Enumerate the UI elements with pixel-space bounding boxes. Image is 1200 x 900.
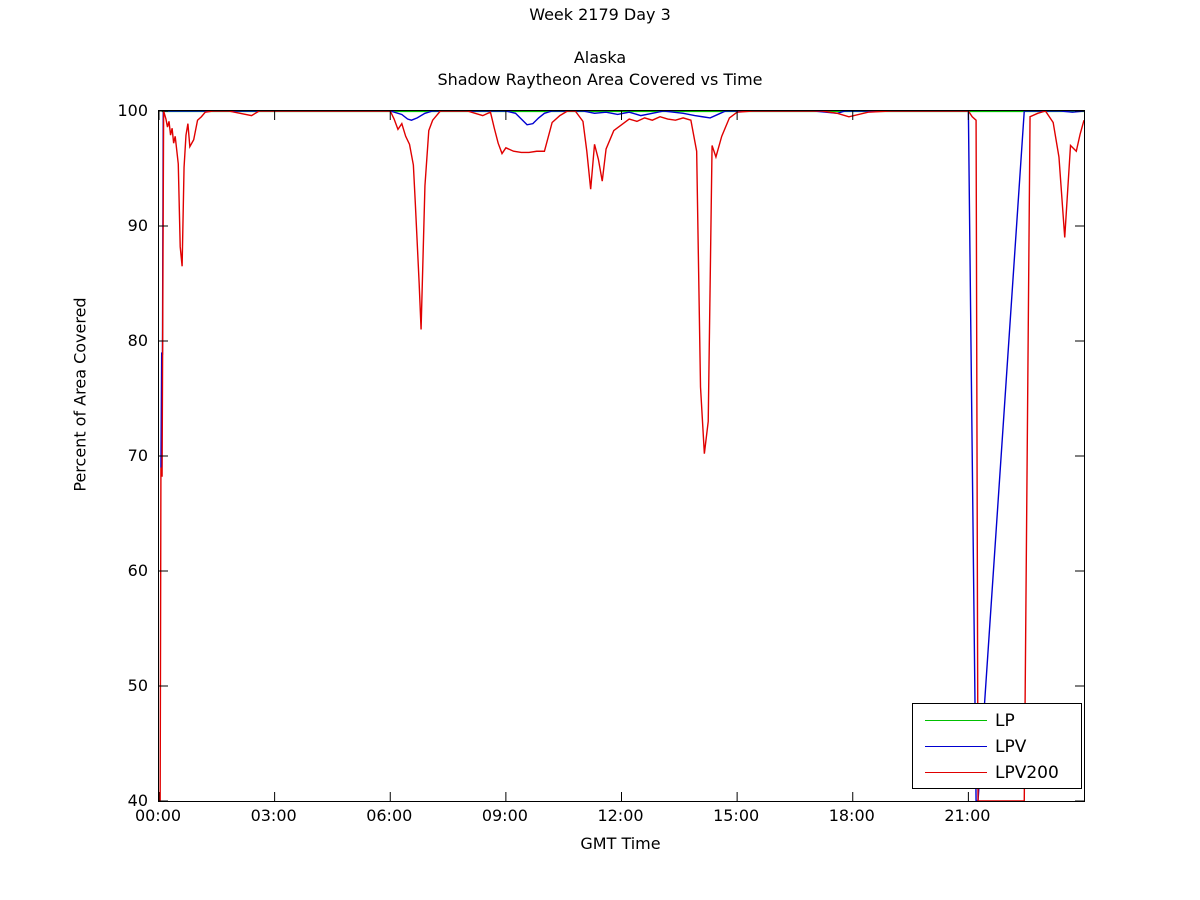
legend-item-lpv200[interactable]: LPV200 [913, 760, 1083, 786]
y-tick-label: 60 [127, 561, 148, 580]
x-tick-label: 18:00 [828, 806, 875, 825]
y-tick-label: 40 [127, 791, 148, 810]
legend-swatch-lp [925, 720, 987, 721]
x-tick-label: 00:00 [134, 806, 182, 825]
x-tick-label: 15:00 [713, 806, 760, 825]
y-tick-label: 70 [127, 446, 148, 465]
y-tick-label: 100 [117, 101, 148, 120]
x-tick-label: 21:00 [944, 806, 991, 825]
series-line-lpv [160, 111, 1084, 801]
x-tick-label: 09:00 [481, 806, 528, 825]
chart-title: Alaska Shadow Raytheon Area Covered vs T… [0, 47, 1200, 91]
y-tick-label: 90 [127, 216, 148, 235]
chart-title-line2: Shadow Raytheon Area Covered vs Time [437, 70, 763, 89]
x-tick-label: 12:00 [597, 806, 644, 825]
x-axis-ticks: 00:00 03:00 06:00 09:00 12:00 15:00 18:00 21:00 [135, 806, 1083, 830]
x-tick-label: 03:00 [250, 806, 297, 825]
legend-label: LPV200 [995, 763, 1059, 783]
tick-marks [159, 111, 1084, 801]
legend-swatch-lpv200 [925, 772, 987, 773]
legend-label: LPV [995, 737, 1027, 757]
y-axis-ticks: 100 90 80 70 60 50 40 [100, 101, 148, 810]
super-title: Week 2179 Day 3 [529, 5, 671, 24]
y-tick-label: 50 [127, 676, 148, 695]
chart-title-line1: Alaska [573, 48, 627, 67]
series-canvas [159, 111, 1084, 801]
x-tick-label: 06:00 [366, 806, 413, 825]
series-line-lpv200 [159, 111, 1084, 801]
y-axis-label: Percent of Area Covered [70, 297, 90, 492]
legend-swatch-lpv [925, 746, 987, 747]
x-axis-label: GMT Time [580, 834, 661, 853]
legend-item-lp[interactable]: LP [913, 708, 1083, 734]
legend-item-lpv[interactable]: LPV [913, 734, 1083, 760]
legend[interactable]: LP LPV LPV200 [912, 703, 1082, 789]
legend-label: LP [995, 711, 1015, 731]
plot-area [158, 110, 1085, 802]
y-tick-label: 80 [127, 331, 148, 350]
